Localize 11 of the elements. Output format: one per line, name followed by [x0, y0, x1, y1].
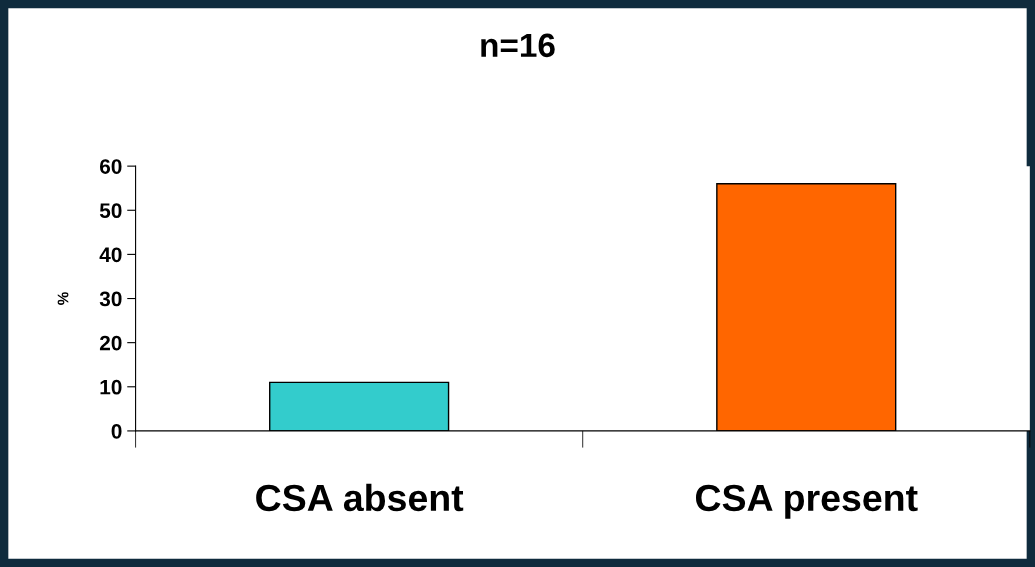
y-tick-label: 60 — [99, 159, 122, 174]
y-axis-title: % — [57, 292, 69, 305]
y-tick-label: 40 — [99, 247, 122, 263]
y-tick-label: 50 — [99, 203, 122, 219]
chart-title: n=16 — [481, 33, 555, 58]
x-tick-label: CSA present — [695, 484, 918, 519]
y-tick-label: 0 — [111, 423, 122, 439]
y-tick-label: 20 — [99, 335, 122, 351]
x-tick-label: CSA absent — [256, 483, 464, 512]
y-tick-label: 10 — [100, 379, 122, 395]
y-tick-label: 30 — [99, 291, 122, 307]
